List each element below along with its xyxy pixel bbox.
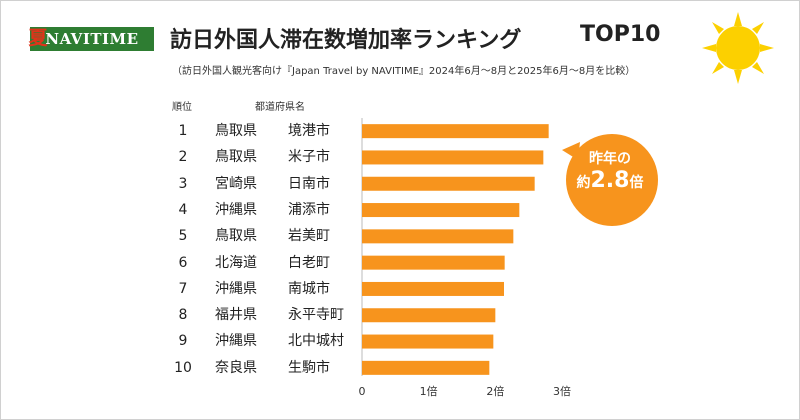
table-row: 2 鳥取県 米子市	[0, 144, 360, 170]
table-row: 6 北海道 白老町	[0, 250, 360, 276]
prefecture-name: 沖縄県	[215, 333, 257, 350]
callout-number: 2.8	[590, 168, 630, 193]
prefecture-name: 沖縄県	[215, 201, 257, 218]
prefecture-name: 奈良県	[215, 359, 257, 376]
rank-number: 8	[178, 307, 188, 324]
callout-suffix: 倍	[629, 175, 644, 191]
table-row: 10 奈良県 生駒市	[0, 355, 360, 381]
rank-number: 10	[174, 359, 192, 376]
table-row: 8 福井県 永平寺町	[0, 302, 360, 328]
rank-number: 6	[178, 254, 188, 271]
city-name: 岩美町	[288, 228, 330, 245]
city-name: 日南市	[288, 175, 330, 192]
callout-badge	[562, 134, 658, 226]
chart-subtitle: （訪日外国人観光客向け『Japan Travel by NAVITIME』202…	[172, 66, 636, 77]
city-name: 米子市	[288, 149, 330, 166]
callout-prefix: 約	[576, 175, 591, 191]
city-name: 南城市	[288, 280, 330, 297]
sun-icon	[702, 12, 774, 84]
callout-label: 昨年の	[589, 151, 631, 167]
city-name: 永平寺町	[288, 307, 344, 324]
rank-number: 2	[178, 149, 188, 166]
table-row: 4 沖縄県 浦添市	[0, 197, 360, 223]
city-name: 生駒市	[288, 359, 330, 376]
rank-number: 1	[178, 123, 188, 139]
prefecture-name: 沖縄県	[215, 280, 257, 297]
prefecture-name: 鳥取県	[215, 123, 257, 139]
city-name: 北中城村	[288, 333, 344, 350]
prefecture-name: 宮崎県	[215, 175, 257, 192]
rank-number: 3	[178, 175, 188, 192]
callout-value: 約2.8倍	[560, 168, 660, 193]
chart-title-tag: TOP10	[580, 22, 661, 47]
prefecture-name: 福井県	[215, 307, 257, 324]
prefecture-name: 鳥取県	[215, 228, 257, 245]
city-name: 浦添市	[288, 201, 330, 218]
chart-title: 訪日外国人滞在数増加率ランキング	[170, 28, 522, 53]
table-row: 1 鳥取県 境港市	[0, 118, 360, 144]
city-name: 境港市	[288, 123, 330, 139]
rank-number: 4	[178, 201, 188, 218]
navitime-logo: NAVITIME	[30, 27, 154, 51]
rank-number: 9	[178, 333, 188, 350]
column-header-rank: 順位	[172, 102, 192, 113]
column-header-location: 都道府県名	[255, 102, 305, 113]
season-label: 夏	[28, 27, 48, 49]
table-row: 3 宮崎県 日南市	[0, 171, 360, 197]
prefecture-name: 北海道	[215, 254, 257, 271]
rank-number: 7	[178, 280, 188, 297]
table-row: 5 鳥取県 岩美町	[0, 223, 360, 249]
prefecture-name: 鳥取県	[215, 149, 257, 166]
table-row: 7 沖縄県 南城市	[0, 276, 360, 302]
rank-number: 5	[178, 228, 188, 245]
city-name: 白老町	[288, 254, 330, 271]
table-row: 9 沖縄県 北中城村	[0, 328, 360, 354]
